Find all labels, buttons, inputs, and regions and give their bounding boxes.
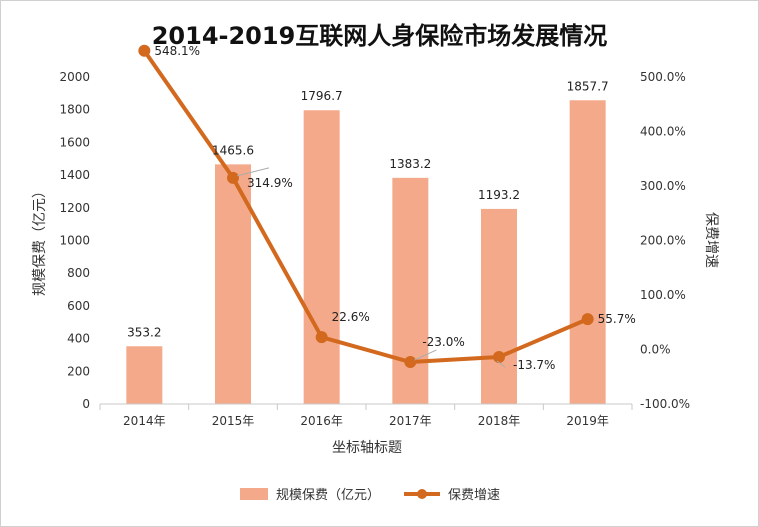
y-axis-title: 规模保费（亿元） xyxy=(32,184,48,296)
y-tick-label: 400 xyxy=(67,332,90,346)
data-labels: 353.2 1465.6 1796.7 1383.2 1193.2 1857.7 548.1… xyxy=(127,44,636,372)
legend-line-label: 保费增速 xyxy=(448,488,500,503)
y2-tick-label: 100.0% xyxy=(640,288,686,302)
x-tick-label: 2016年 xyxy=(300,414,343,428)
y2-tick-label: 300.0% xyxy=(640,179,686,193)
x-tick-label: 2015年 xyxy=(212,414,255,428)
legend-line-marker xyxy=(417,489,427,499)
y-tick-label: 600 xyxy=(67,299,90,313)
y-tick-label: 200 xyxy=(67,364,90,378)
bar xyxy=(215,164,251,404)
bar-value-label: 353.2 xyxy=(127,325,161,339)
x-axis: 2014年 2015年 2016年 2017年 2018年 2019年 xyxy=(99,403,633,428)
growth-value-label: 314.9% xyxy=(247,176,293,190)
y2-tick-label: -100.0% xyxy=(640,397,690,411)
x-tick-label: 2018年 xyxy=(478,414,521,428)
bar xyxy=(303,110,340,404)
bar-value-label: 1857.7 xyxy=(567,79,609,93)
growth-marker xyxy=(227,171,239,184)
bar xyxy=(481,208,517,404)
y-tick-label: 800 xyxy=(67,266,90,280)
y2-axis-title: 保费增速 xyxy=(703,212,719,268)
growth-marker xyxy=(138,44,151,57)
bar xyxy=(392,177,429,404)
growth-marker xyxy=(493,350,505,363)
x-axis-title: 坐标轴标题 xyxy=(332,440,402,456)
bar xyxy=(569,100,606,404)
y-tick-label: 1400 xyxy=(59,168,90,182)
bar-value-label: 1193.2 xyxy=(478,188,520,202)
x-tick-label: 2014年 xyxy=(123,414,166,428)
y-tick-label: 1600 xyxy=(59,135,90,149)
chart-title: 2014-2019互联网人身保险市场发展情况 xyxy=(151,22,608,50)
y2-tick-label: 400.0% xyxy=(640,125,686,139)
leader-line xyxy=(496,360,506,368)
growth-value-label: 548.1% xyxy=(154,44,200,58)
growth-marker xyxy=(581,313,594,326)
leader-line xyxy=(414,349,437,361)
bar-value-label: 1796.7 xyxy=(301,89,343,103)
y-tick-label: 2000 xyxy=(59,70,90,84)
growth-value-label: 55.7% xyxy=(598,312,636,326)
growth-marker xyxy=(315,331,328,344)
line-series xyxy=(138,44,594,369)
y-tick-label: 1800 xyxy=(59,103,90,117)
bar-value-label: 1383.2 xyxy=(389,157,431,171)
x-tick-label: 2019年 xyxy=(566,414,609,428)
y2-tick-label: 200.0% xyxy=(640,234,686,248)
growth-value-label: -13.7% xyxy=(513,358,555,372)
y2-tick-label: 500.0% xyxy=(640,70,686,84)
y-tick-label: 0 xyxy=(82,397,90,411)
bar-value-label: 1465.6 xyxy=(212,143,254,157)
legend: 规模保费（亿元） 保费增速 xyxy=(240,488,500,503)
legend-bar-label: 规模保费（亿元） xyxy=(276,488,380,503)
growth-value-label: -23.0% xyxy=(422,335,464,349)
y2-tick-label: 0.0% xyxy=(640,343,671,357)
y-tick-label: 1200 xyxy=(59,201,90,215)
bar xyxy=(126,346,163,404)
bar-series xyxy=(126,100,606,404)
leader-line xyxy=(236,167,270,177)
y-axis-right: 500.0% 400.0% 300.0% 200.0% 100.0% 0.0% -100.0… xyxy=(640,70,690,411)
legend-bar-swatch xyxy=(240,488,268,500)
growth-line xyxy=(142,49,589,365)
y-tick-label: 1000 xyxy=(59,234,90,248)
growth-marker xyxy=(404,356,417,369)
growth-value-label: 22.6% xyxy=(332,310,370,324)
x-tick-label: 2017年 xyxy=(389,414,432,428)
